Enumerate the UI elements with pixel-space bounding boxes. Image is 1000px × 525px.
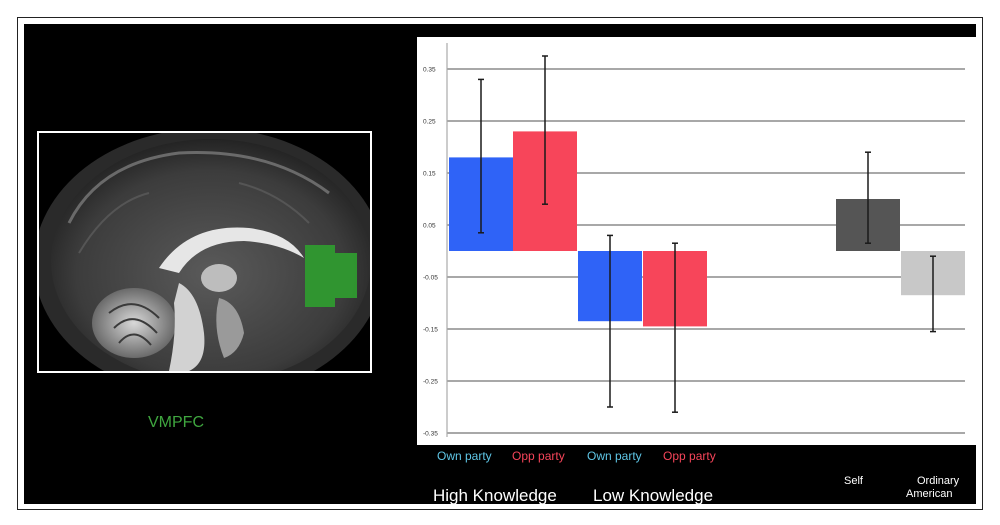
roi-label: VMPFC (148, 414, 204, 431)
x-category-label: Opp party (663, 449, 716, 463)
group-label-high-knowledge: High Knowledge (433, 486, 557, 505)
chart-plot-area: 0.35 0.25 0.15 0.05 -0.05 -0.15 -0.25 -0.35 (417, 37, 977, 445)
brain-mri-image (37, 131, 372, 373)
y-tick-label: 0.25 (423, 119, 436, 126)
x-label-ordinary: Ordinary (917, 475, 960, 487)
y-tick-label: -0.35 (423, 431, 438, 438)
y-tick-label: 0.05 (423, 223, 436, 230)
x-category-label: Opp party (512, 449, 565, 463)
y-tick-label: 0.35 (423, 67, 436, 74)
bar-chart: 0.35 0.25 0.15 0.05 -0.05 -0.15 -0.25 -0.35 (423, 43, 965, 438)
x-category-label: Own party (587, 449, 642, 463)
group-label-low-knowledge: Low Knowledge (593, 486, 714, 505)
y-tick-label: 0.15 (423, 171, 436, 178)
y-tick-label: -0.05 (423, 275, 438, 282)
x-label-american: American (906, 488, 953, 500)
y-tick-label: -0.15 (423, 327, 438, 334)
x-category-label: Own party (437, 449, 492, 463)
y-tick-label: -0.25 (423, 379, 438, 386)
x-label-self: Self (844, 475, 863, 487)
